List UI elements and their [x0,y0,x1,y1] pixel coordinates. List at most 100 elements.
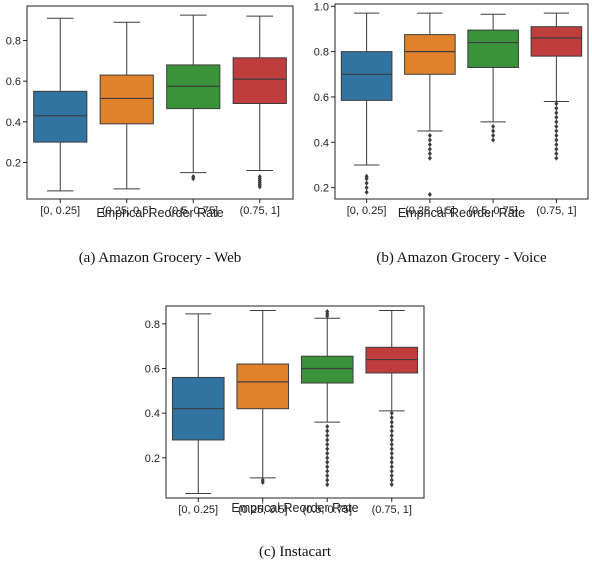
chart-panel-1: 0.2 0.4 0.6 0.8 [0, 0.25] (0.25, 0.5] (0.5, 0.… [6,5,294,266]
outlier-point [554,128,559,134]
panel-caption: (a) Amazon Grocery - Web [79,250,242,266]
box-1 [33,17,88,192]
outlier-point [554,141,559,148]
outlier-point [427,137,432,143]
outlier-point [427,146,432,152]
outlier-point [554,105,559,111]
box-4 [365,309,419,488]
outlier-point [389,428,394,434]
outlier-point [554,155,559,161]
outlier-point [364,180,369,186]
x-axis-title: Emprical Reorder Rate [231,501,358,515]
outlier-point [389,446,394,452]
iqr-box [530,26,583,57]
outlier-point [325,473,330,479]
outlier-point [325,441,330,448]
outlier-point [554,110,559,116]
outlier-point [325,437,330,443]
iqr-box [340,51,393,101]
outlier-point [389,455,394,461]
outlier-point [554,137,559,143]
outlier-point [325,477,330,483]
box-1 [340,12,393,195]
box-1 [171,313,225,495]
x-tick-label: [0, 0.25] [178,504,218,516]
box-3 [467,13,519,143]
iqr-box [404,34,456,75]
y-tick-label: 1.0 [314,1,329,13]
outlier-point [554,151,559,157]
x-tick-label: (0.25, 0.5] [405,205,455,217]
outlier-point [389,419,394,425]
outlier-point [325,455,330,461]
x-tick-label: (0.25, 0.5] [102,205,152,217]
outlier-point [427,151,432,157]
outlier-point [389,468,394,474]
y-tick-label: 0.2 [145,453,160,465]
outlier-point [364,173,369,179]
outlier-point [427,141,432,148]
y-tick-label: 0.6 [6,76,21,88]
y-tick-label: 0.4 [6,117,21,129]
chart-panel-3: 0.2 0.4 0.6 0.8 [0, 0.25] (0.25, 0.5] (0.5, 0.… [145,305,425,560]
y-tick-label: 0.8 [314,47,329,59]
x-tick-label: (0.25, 0.5] [238,504,288,516]
outlier-point [364,185,369,191]
x-tick-label: (0.5, 0.75] [302,504,352,516]
iqr-box [467,29,519,68]
outlier-point [554,119,559,125]
x-tick-label: [0, 0.25] [40,205,80,217]
box-3 [166,14,221,182]
box-4 [530,12,583,161]
outlier-point [325,308,330,315]
outlier-point [389,477,394,483]
outlier-point [389,482,394,488]
outlier-point [427,132,432,139]
y-tick-label: 0.8 [6,36,21,48]
box-2 [404,12,456,198]
box-2 [236,309,290,485]
outlier-point [389,410,394,416]
outlier-point [554,132,559,139]
outlier-point [257,174,262,180]
outlier-point [325,482,330,488]
x-tick-label: (0.5, 0.75] [468,205,518,217]
outlier-point [491,137,496,143]
box-2 [99,21,154,190]
outlier-point [325,446,330,452]
outlier-point [325,464,330,470]
outlier-point [325,459,330,465]
outlier-point [260,477,265,483]
outlier-point [389,473,394,479]
outlier-point [325,428,330,434]
outlier-point [389,437,394,443]
iqr-box [232,57,287,105]
panel-caption: (b) Amazon Grocery - Voice [376,250,547,266]
plot-frame [165,305,425,499]
outlier-point [389,441,394,448]
outlier-point [554,101,559,107]
outlier-point [491,132,496,139]
box-4 [232,15,287,190]
plot-frame [26,5,294,200]
x-tick-label: (0.75, 1] [536,205,576,217]
outlier-point [191,174,196,180]
y-tick-label: 0.8 [145,319,160,331]
outlier-point [554,146,559,152]
x-axis-title: Emprical Reorder Rate [398,206,525,220]
y-tick-label: 0.2 [314,183,329,195]
plot-frame [334,3,589,200]
outlier-point [491,123,496,130]
outlier-point [389,464,394,470]
outlier-point [325,450,330,456]
y-tick-label: 0.4 [145,408,160,420]
outlier-point [427,155,432,161]
box-3 [300,308,354,488]
outlier-point [389,450,394,456]
x-tick-label: (0.5, 0.75] [168,205,218,217]
x-tick-label: (0.75, 1] [372,504,412,516]
outlier-point [389,459,394,465]
outlier-point [389,423,394,430]
outlier-point [554,123,559,130]
